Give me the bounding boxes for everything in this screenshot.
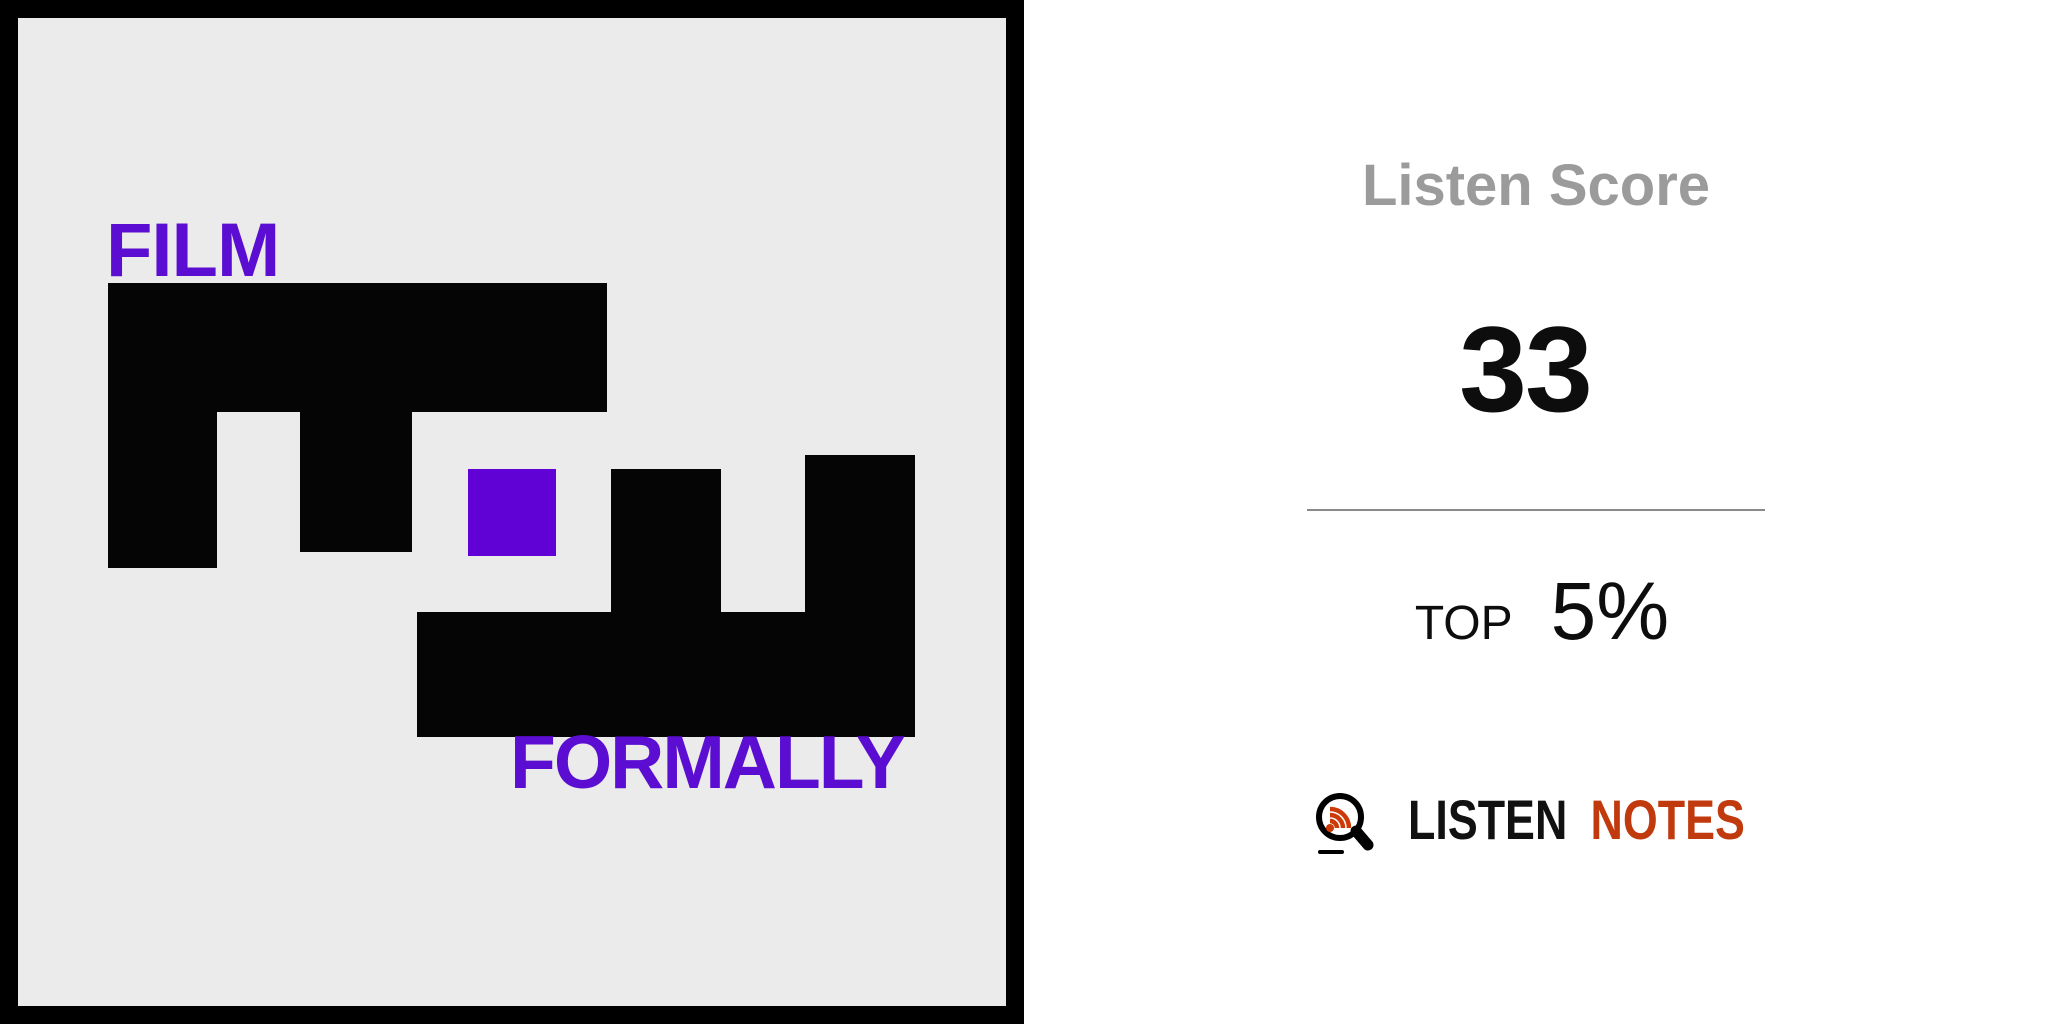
cover-title-film: FILM xyxy=(106,208,280,293)
listen-score-panel: Listen Score 33 TOP 5% LISTEN NOTES xyxy=(1024,0,2048,1024)
magnifier-handle xyxy=(1350,825,1374,851)
rank-row: TOP 5% xyxy=(1415,571,1669,653)
rss-arc-outer xyxy=(1329,806,1352,829)
cover-shape-bottom-right-column xyxy=(805,455,915,612)
cover-shape-top-left-leg xyxy=(108,412,217,568)
cover-shape-top-bar xyxy=(108,283,607,412)
rank-percent-value: 5% xyxy=(1550,566,1670,657)
listen-notes-wordmark[interactable]: LISTEN NOTES xyxy=(1408,792,1745,848)
logo-word-notes: NOTES xyxy=(1590,788,1745,851)
listen-score-value: 33 xyxy=(1459,301,1593,437)
podcast-cover-art: FILM FORMALLY xyxy=(0,0,1024,1024)
cover-shape-bottom-middle-column xyxy=(611,469,721,612)
logo-word-listen: LISTEN xyxy=(1408,788,1568,851)
cover-title-formally: FORMALLY xyxy=(510,720,906,804)
divider-line xyxy=(1307,509,1765,511)
cover-shape-bottom-bar xyxy=(417,612,915,737)
magnifier-rss-icon[interactable] xyxy=(1316,789,1382,861)
rss-arc-inner xyxy=(1329,818,1340,829)
rank-label: TOP xyxy=(1414,597,1513,650)
rss-dot xyxy=(1326,824,1334,832)
cover-shape-top-middle-leg xyxy=(300,412,412,552)
listen-score-heading: Listen Score xyxy=(1361,153,1711,218)
cover-purple-square xyxy=(468,469,556,556)
listen-notes-logo: LISTEN NOTES xyxy=(1024,0,2048,1024)
rss-arc-middle xyxy=(1329,812,1346,829)
